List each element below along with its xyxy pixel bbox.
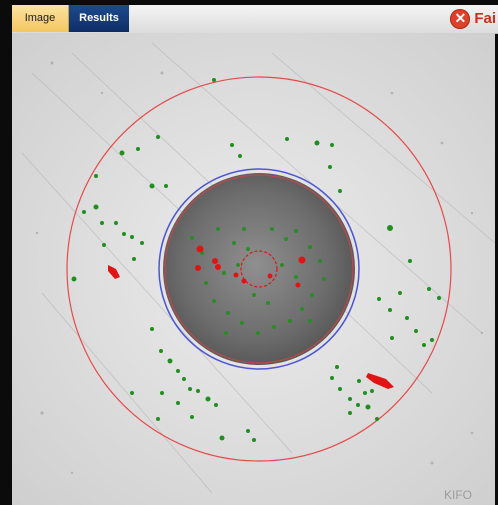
center-red-mark (240, 250, 278, 288)
watermark: KIFO (444, 488, 472, 502)
inspection-image: KIFO (12, 33, 495, 505)
inner-blue-ring (158, 168, 360, 370)
outer-inspection-ring (66, 76, 452, 462)
red-defects (108, 245, 394, 389)
status-label: Fai (474, 10, 496, 27)
image-viewer[interactable]: KIFO (12, 33, 495, 505)
inner-red-ring (164, 174, 354, 364)
inspection-status: ✕ Fai (450, 5, 498, 32)
surface-specks (35, 61, 484, 475)
tab-image[interactable]: Image (12, 5, 69, 32)
green-defects (71, 78, 441, 442)
green-defects-inner (190, 227, 326, 335)
center-disk (163, 173, 355, 365)
toolbar: Image Results ✕ Fai (12, 5, 498, 34)
fail-x-icon: ✕ (450, 8, 471, 29)
tab-results[interactable]: Results (69, 5, 129, 32)
